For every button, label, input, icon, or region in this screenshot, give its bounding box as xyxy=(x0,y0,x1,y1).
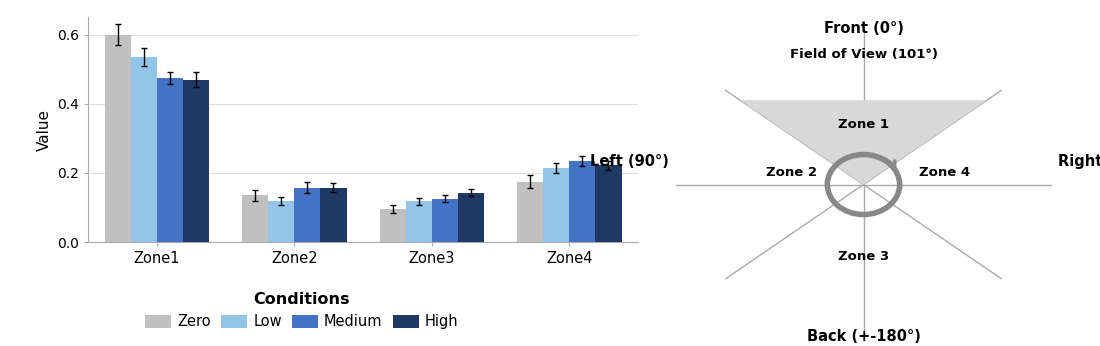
Legend: Zero, Low, Medium, High: Zero, Low, Medium, High xyxy=(140,286,464,335)
FancyArrowPatch shape xyxy=(876,156,894,168)
Text: Zone 3: Zone 3 xyxy=(838,249,889,263)
Bar xyxy=(517,182,543,242)
Bar xyxy=(379,209,406,242)
Bar xyxy=(242,195,268,242)
Text: Front (0°): Front (0°) xyxy=(824,21,903,36)
Text: Zone 2: Zone 2 xyxy=(766,166,816,180)
Bar xyxy=(570,161,595,242)
Text: Zone 1: Zone 1 xyxy=(838,118,889,131)
Bar xyxy=(458,193,484,242)
Bar xyxy=(431,199,458,242)
Bar xyxy=(268,201,295,242)
Bar xyxy=(406,201,431,242)
Bar xyxy=(595,165,621,242)
Bar xyxy=(183,80,209,242)
Bar xyxy=(295,188,320,242)
Text: Zone 4: Zone 4 xyxy=(918,166,970,180)
Bar xyxy=(104,35,131,242)
Y-axis label: Value: Value xyxy=(36,109,52,151)
Text: Left (90°): Left (90°) xyxy=(590,154,669,169)
Bar xyxy=(320,188,346,242)
Polygon shape xyxy=(740,100,987,184)
Text: Back (+-180°): Back (+-180°) xyxy=(806,329,921,344)
Bar xyxy=(156,78,183,242)
Bar xyxy=(543,168,570,242)
Bar xyxy=(131,57,156,242)
Text: Right (-90°): Right (-90°) xyxy=(1058,154,1100,169)
Text: Field of View (101°): Field of View (101°) xyxy=(790,48,937,62)
